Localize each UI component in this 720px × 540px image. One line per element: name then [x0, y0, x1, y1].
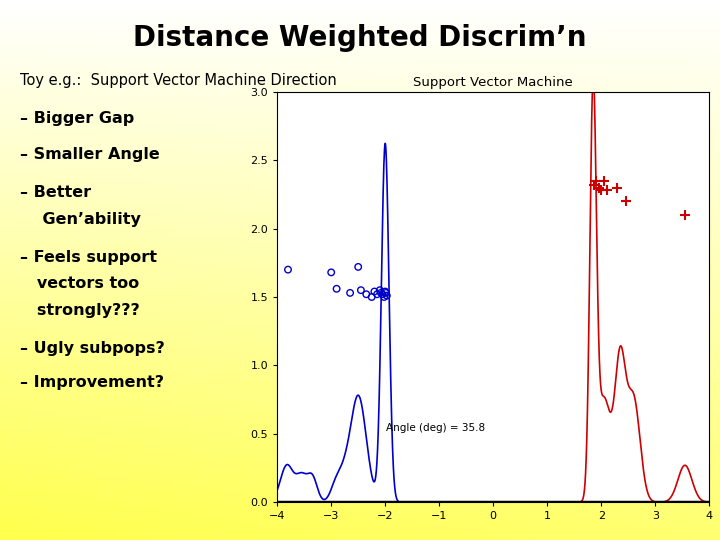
- Text: vectors too: vectors too: [20, 276, 140, 292]
- Text: – Ugly subpops?: – Ugly subpops?: [20, 341, 165, 356]
- Text: Distance Weighted Discrim’n: Distance Weighted Discrim’n: [133, 24, 587, 52]
- Point: [588, 180, 600, 189]
- Point: [282, 265, 294, 274]
- Point: [331, 285, 343, 293]
- Point: [374, 286, 386, 294]
- Point: [379, 293, 390, 301]
- Title: Support Vector Machine: Support Vector Machine: [413, 76, 573, 89]
- Point: [679, 211, 690, 219]
- Point: [377, 290, 388, 299]
- Text: – Better: – Better: [20, 185, 91, 200]
- Point: [366, 293, 377, 301]
- Text: Gen’ability: Gen’ability: [20, 212, 141, 227]
- Point: [620, 197, 631, 206]
- Point: [595, 186, 607, 194]
- Text: – Improvement?: – Improvement?: [20, 375, 164, 390]
- Point: [369, 287, 380, 296]
- Point: [379, 287, 391, 296]
- Point: [380, 288, 392, 297]
- Text: – Feels support: – Feels support: [20, 250, 157, 265]
- Point: [361, 290, 372, 299]
- Point: [344, 288, 356, 297]
- Point: [325, 268, 337, 276]
- Text: – Smaller Angle: – Smaller Angle: [20, 147, 160, 162]
- Point: [372, 290, 383, 299]
- Point: [598, 177, 610, 185]
- Point: [375, 288, 387, 297]
- Point: [590, 177, 602, 185]
- Point: [612, 183, 624, 192]
- Point: [353, 262, 364, 271]
- Text: Angle (deg) = 35.8: Angle (deg) = 35.8: [387, 423, 485, 433]
- Point: [381, 291, 392, 300]
- Text: Toy e.g.:  Support Vector Machine Direction: Toy e.g.: Support Vector Machine Directi…: [20, 73, 337, 88]
- Point: [593, 183, 604, 192]
- Point: [600, 186, 612, 194]
- Text: – Bigger Gap: – Bigger Gap: [20, 111, 135, 126]
- Point: [355, 286, 366, 294]
- Text: strongly???: strongly???: [20, 303, 140, 319]
